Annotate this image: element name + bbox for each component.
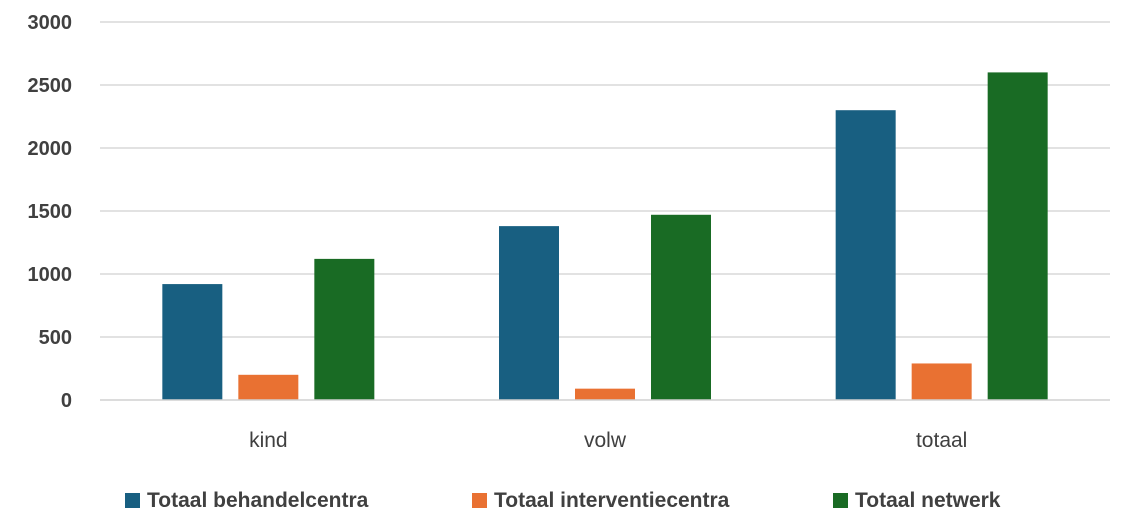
y-tick-label: 1000 [28,264,73,286]
legend-label: Totaal netwerk [855,489,1001,512]
bar-totaal-netwerk-kind [314,258,375,400]
bar-totaal-behandelcentra-volw [499,226,559,400]
y-tick-label: 1500 [28,201,73,223]
y-axis-tick-labels: 0 500 1000 1500 2000 2500 3000 [28,12,73,412]
bar-totaal-netwerk-volw [651,214,711,400]
bar-totaal-interventiecentra-kind [238,374,299,400]
legend: Totaal behandelcentra Totaal interventiec… [125,489,1001,512]
x-category-label: totaal [916,429,967,452]
legend-label: Totaal behandelcentra [147,489,369,512]
y-tick-label: 2000 [28,138,73,160]
bar-totaal-interventiecentra-totaal [911,363,972,400]
bar-totaal-behandelcentra-kind [162,284,223,400]
bar-totaal-behandelcentra-totaal [835,110,896,400]
x-category-label: kind [249,429,288,452]
y-tick-label: 0 [61,390,72,412]
legend-swatch [472,493,487,508]
bars [162,72,1048,401]
x-axis-category-labels: kind volw totaal [249,429,967,452]
y-tick-label: 500 [39,327,72,349]
bar-totaal-netwerk-totaal [987,72,1048,401]
y-tick-label: 3000 [28,12,73,34]
gridlines [100,21,1110,338]
legend-swatch [833,493,848,508]
x-category-label: volw [584,429,627,452]
bar-totaal-interventiecentra-volw [575,388,635,400]
y-tick-label: 2500 [28,75,73,97]
legend-swatch [125,493,140,508]
legend-label: Totaal interventiecentra [494,489,730,512]
